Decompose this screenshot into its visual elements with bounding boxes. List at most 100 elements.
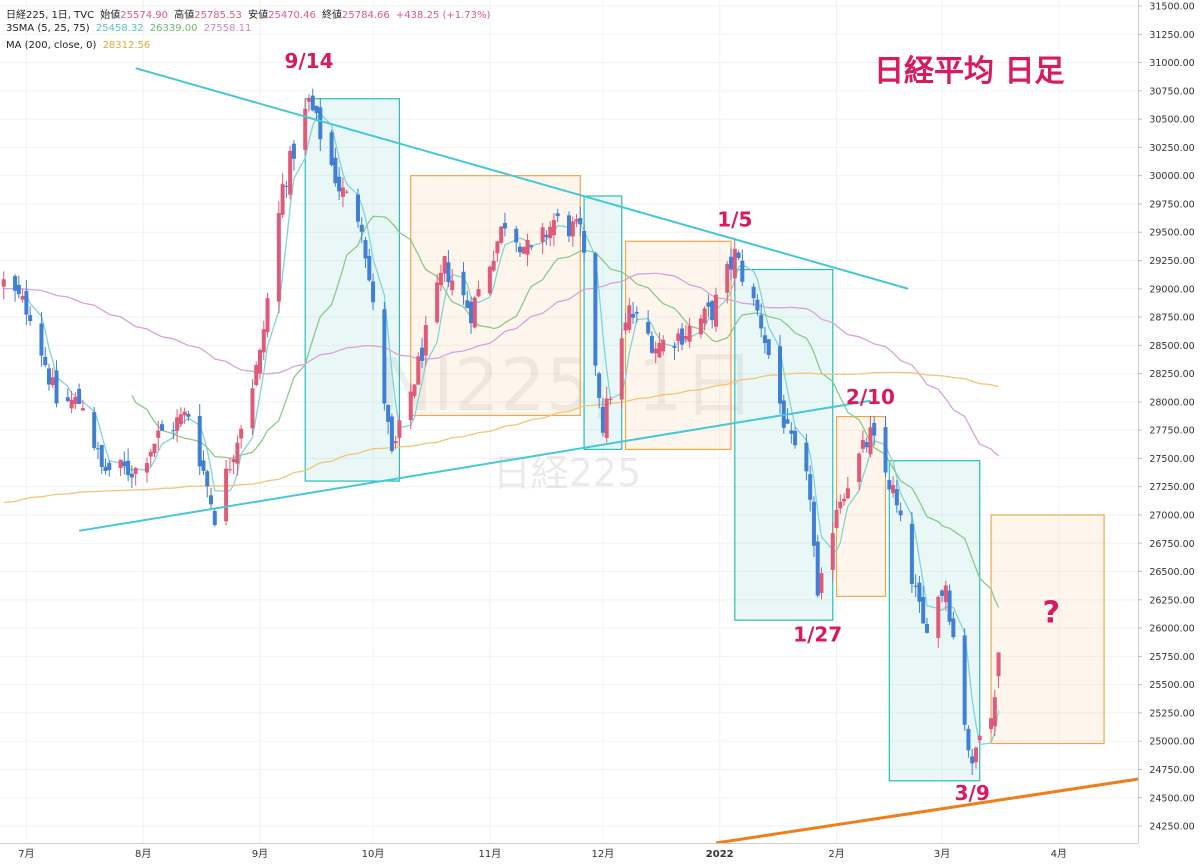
candle-body <box>619 338 624 400</box>
price-tick-label: 26250.00 <box>1149 595 1194 606</box>
candle-body <box>518 246 523 253</box>
candle-body <box>755 299 760 311</box>
candle-body <box>344 191 349 193</box>
candle-body <box>555 213 560 217</box>
candle-body <box>152 443 157 454</box>
time-axis: 7月 8月 9月 10月 11月 12月 2022 2月 3月 4月 <box>0 843 1138 865</box>
candle-body <box>382 309 387 404</box>
candle-body <box>525 240 530 255</box>
price-tick-label: 25000.00 <box>1149 737 1194 748</box>
time-axis-background <box>0 843 1138 865</box>
candle-body <box>416 356 421 385</box>
time-tick-label: 2022 <box>706 849 734 860</box>
candle-body <box>156 430 161 438</box>
date-annotations: 9/14 1/5 2/10 1/27 3/9? <box>284 49 1060 805</box>
time-tick-label: 11月 <box>479 848 502 860</box>
candle-body <box>73 396 78 405</box>
candle-body <box>917 582 922 602</box>
candle-body <box>943 585 948 603</box>
decline-range-box <box>304 98 401 482</box>
price-tick-label: 28000.00 <box>1149 397 1194 408</box>
candle-body <box>778 346 783 404</box>
candle-body <box>940 590 945 596</box>
candle-body <box>672 346 677 348</box>
candle-body <box>446 262 451 283</box>
change-value: +438.25 (+1.73%) <box>395 10 491 21</box>
candle-body <box>148 451 153 457</box>
candle-body <box>1 279 6 287</box>
candle-body <box>623 322 628 331</box>
candle-body <box>992 697 997 727</box>
candle-body <box>465 300 470 308</box>
price-tick-label: 29750.00 <box>1149 199 1194 210</box>
candle-body <box>966 728 971 751</box>
candle-body <box>182 411 187 416</box>
candle-body <box>725 264 730 293</box>
candle-body <box>676 333 681 341</box>
sma25-value: 26339.00 <box>149 23 198 34</box>
ma200-label: MA (200, close, 0) <box>6 40 97 51</box>
candle-body <box>762 335 767 344</box>
sma5-value: 25458.32 <box>95 23 144 34</box>
low-label: 安値 <box>248 10 269 21</box>
candle-body <box>845 488 850 499</box>
candle-body <box>389 416 394 452</box>
candle-body <box>977 735 982 741</box>
price-axis-background <box>1138 0 1200 865</box>
candle-body <box>231 459 236 463</box>
candle-body <box>420 347 425 361</box>
candle-body <box>333 157 338 184</box>
date-annotation: 3/9 <box>955 781 990 805</box>
candle-body <box>314 105 319 114</box>
time-tick-label: 9月 <box>252 848 268 860</box>
candle-body <box>649 335 654 353</box>
candle-body <box>408 391 413 421</box>
price-tick-label: 30750.00 <box>1149 86 1194 97</box>
candle-body <box>288 150 293 195</box>
candle-body <box>657 342 662 358</box>
candle-body <box>729 256 734 270</box>
decline-range-box <box>888 460 981 782</box>
candle-body <box>574 219 579 222</box>
candle-body <box>160 424 165 431</box>
candle-body <box>261 329 266 353</box>
question-mark-annotation: ? <box>1043 595 1060 630</box>
candle-body <box>340 187 345 197</box>
candle-body <box>740 260 745 282</box>
high-label: 高値 <box>174 10 195 21</box>
candle-body <box>201 460 206 471</box>
date-annotation: 2/10 <box>846 385 895 409</box>
candle-body <box>46 368 51 385</box>
candle-body <box>461 271 466 296</box>
candle-body <box>653 348 658 354</box>
price-tick-label: 30500.00 <box>1149 115 1194 126</box>
candle-body <box>551 220 556 236</box>
candle-body <box>989 718 994 729</box>
candle-body <box>913 585 918 587</box>
candle-body <box>476 289 481 297</box>
candle-body <box>891 485 896 494</box>
candle-body <box>804 442 809 472</box>
trendlines <box>78 67 1142 845</box>
candle-body <box>363 240 368 259</box>
candle-body <box>951 618 956 638</box>
candle-body <box>732 248 737 279</box>
candle-body <box>224 468 229 522</box>
candle-body <box>77 388 82 404</box>
price-tick-label: 29500.00 <box>1149 228 1194 239</box>
candle-body <box>276 212 281 302</box>
date-annotation: 9/14 <box>284 49 333 73</box>
candle-body <box>608 399 613 401</box>
upper-trendline <box>135 67 909 290</box>
price-tick-label: 24750.00 <box>1149 765 1194 776</box>
time-tick-label: 12月 <box>592 848 615 860</box>
price-tick-label: 31000.00 <box>1149 58 1194 69</box>
open-value: 25574.90 <box>120 10 169 21</box>
candle-body <box>450 280 455 291</box>
candle-body <box>412 384 417 397</box>
candle-body <box>438 272 443 286</box>
candle-body <box>310 95 315 111</box>
candle-body <box>540 227 545 243</box>
candle-body <box>258 349 263 374</box>
price-tick-label: 25500.00 <box>1149 680 1194 691</box>
